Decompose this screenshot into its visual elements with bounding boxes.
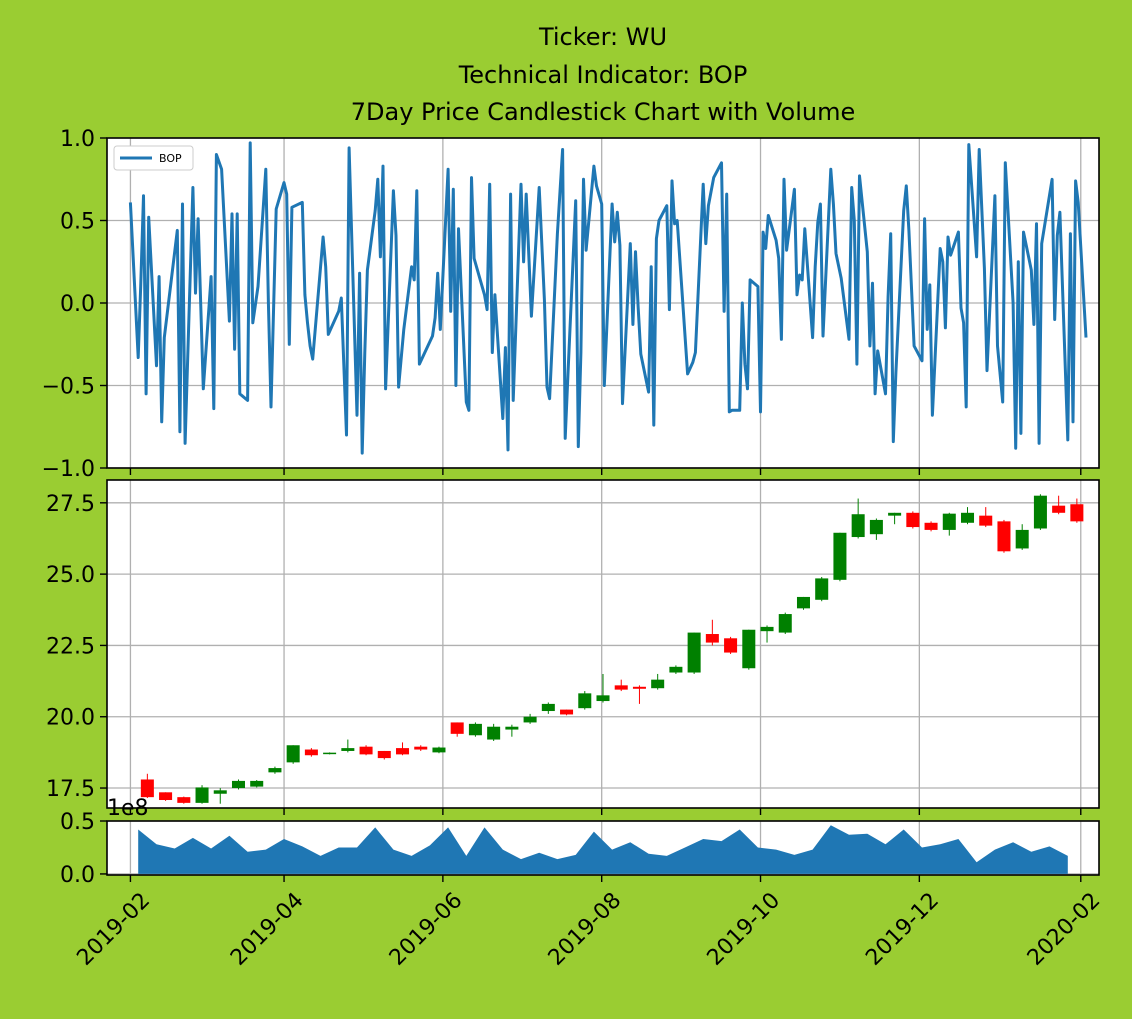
candle-body — [1070, 504, 1084, 522]
volume-scale-label: 1e8 — [107, 796, 149, 821]
candle-body — [961, 512, 975, 523]
indicator-x-ticks — [129, 468, 1082, 475]
candle-body — [705, 634, 719, 643]
price-grid — [107, 480, 1099, 808]
indicator-panel: −1.0 −0.5 0.0 0.5 1.0 BOP — [42, 127, 1100, 482]
y-tick-label: 27.5 — [46, 492, 95, 517]
candle-body — [560, 709, 574, 715]
y-tick-label: 25.0 — [46, 563, 95, 588]
volume-frame — [106, 820, 1100, 876]
candle-body — [1033, 495, 1047, 529]
candle-body — [213, 790, 227, 794]
candle-body — [979, 515, 993, 526]
price-frame — [106, 479, 1100, 809]
candle-body — [578, 693, 592, 709]
candle-body — [468, 723, 482, 736]
candle-body — [140, 779, 154, 798]
candle-body — [341, 748, 355, 751]
candle-body — [742, 629, 756, 669]
candle-body — [505, 726, 519, 730]
candle-body — [541, 703, 555, 712]
candle-body — [359, 746, 373, 755]
candle-body — [833, 532, 847, 580]
candle-body — [286, 745, 300, 763]
y-tick-label: 22.5 — [46, 634, 95, 659]
y-tick-label: 1.0 — [60, 127, 95, 152]
title-line-1: Ticker: WU — [538, 23, 667, 51]
candle-body — [724, 638, 738, 653]
candle-body — [377, 750, 391, 759]
candle-body — [177, 797, 191, 803]
candle-body — [687, 632, 701, 673]
candle-body — [997, 521, 1011, 552]
candle-body — [942, 513, 956, 530]
legend-label: BOP — [159, 152, 182, 165]
candle-body — [432, 747, 446, 753]
y-tick-label: 20.0 — [46, 706, 95, 731]
y-tick-label: 0.5 — [60, 210, 95, 235]
candle-body — [414, 746, 428, 750]
price-x-ticks — [129, 808, 1082, 815]
candle-body — [888, 512, 902, 516]
candle-body — [651, 679, 665, 689]
legend-box — [113, 145, 194, 171]
indicator-y-axis: −1.0 −0.5 0.0 0.5 1.0 — [42, 127, 107, 482]
candle-body — [632, 686, 646, 689]
candle-body — [487, 726, 501, 740]
indicator-legend: BOP — [113, 145, 194, 171]
candle-body — [851, 514, 865, 538]
title-line-3: 7Day Price Candlestick Chart with Volume — [351, 98, 856, 126]
candle-body — [268, 768, 282, 773]
volume-area — [138, 825, 1068, 874]
price-plot-area — [107, 480, 1099, 808]
bop-series-line — [128, 141, 1088, 455]
candle-body — [450, 722, 464, 734]
candle-body — [523, 716, 537, 723]
price-y-axis: 17.5 20.0 22.5 25.0 27.5 — [46, 492, 107, 802]
price-panel: 17.5 20.0 22.5 25.0 27.5 — [46, 479, 1100, 815]
candle-body — [796, 596, 810, 609]
volume-y-axis: 0.0 0.5 — [60, 810, 107, 888]
candle-body — [1015, 529, 1029, 549]
y-tick-label: 0.5 — [60, 810, 95, 835]
candle-body — [304, 749, 318, 756]
candle-body — [195, 787, 209, 803]
candle-body — [815, 578, 829, 600]
candle-body — [596, 695, 610, 702]
candle-body — [760, 626, 774, 632]
y-tick-label: 0.0 — [60, 292, 95, 317]
candle-body — [396, 748, 410, 755]
candle-body — [906, 512, 920, 528]
title-line-2: Technical Indicator: BOP — [458, 61, 748, 89]
candle-body — [614, 685, 628, 690]
candle-body — [869, 519, 883, 535]
candle-body — [924, 522, 938, 530]
candle-body — [669, 666, 683, 673]
candle-body — [778, 614, 792, 633]
y-tick-label: 0.0 — [60, 863, 95, 888]
figure-title: Ticker: WU Technical Indicator: BOP 7Day… — [351, 23, 856, 126]
candle-body — [323, 752, 337, 755]
candle-body — [1052, 505, 1066, 513]
y-tick-label: 17.5 — [46, 777, 95, 802]
y-tick-label: −0.5 — [42, 375, 95, 400]
y-tick-label: −1.0 — [42, 457, 95, 482]
candlesticks — [140, 494, 1084, 804]
candle-body — [159, 792, 173, 801]
candle-body — [250, 780, 264, 787]
candle-body — [231, 780, 245, 789]
